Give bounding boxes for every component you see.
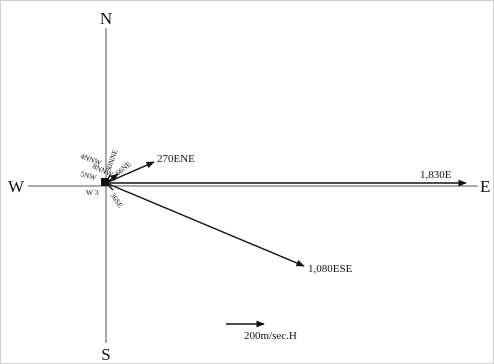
scale-label: 200m/sec.H xyxy=(244,330,297,342)
east-label: E xyxy=(480,177,490,196)
label-1080ese: 1,080ESE xyxy=(308,263,353,275)
west-label: W xyxy=(8,177,25,196)
label-270ene: 270ENE xyxy=(157,153,195,165)
south-label: S xyxy=(101,345,110,364)
label-36se: 36SE xyxy=(108,191,125,210)
label-5nw: 5NW xyxy=(79,169,98,182)
label-1830e: 1,830E xyxy=(420,169,452,181)
north-label: N xyxy=(100,9,112,28)
origin-cluster xyxy=(101,178,109,186)
label-w3: W 3 xyxy=(86,188,99,197)
vector-arrow-ese xyxy=(105,182,305,267)
